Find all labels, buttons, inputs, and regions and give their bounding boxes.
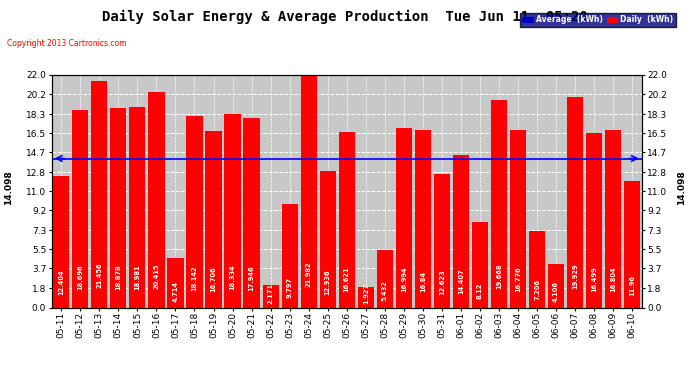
- Bar: [262, 285, 279, 308]
- Text: 16.499: 16.499: [591, 266, 597, 292]
- Text: 4.106: 4.106: [553, 282, 559, 303]
- Bar: [282, 204, 297, 308]
- Text: 16.706: 16.706: [210, 266, 217, 292]
- Bar: [491, 100, 507, 308]
- Bar: [434, 174, 450, 308]
- Bar: [91, 81, 108, 308]
- Bar: [224, 114, 241, 308]
- Bar: [357, 287, 374, 308]
- Text: 18.334: 18.334: [230, 265, 235, 290]
- Text: 4.714: 4.714: [172, 281, 179, 302]
- Bar: [339, 132, 355, 308]
- Bar: [244, 118, 259, 308]
- Bar: [529, 231, 545, 308]
- Bar: [377, 250, 393, 307]
- Text: 12.404: 12.404: [58, 270, 64, 296]
- Text: 19.929: 19.929: [572, 264, 578, 289]
- Text: 20.415: 20.415: [153, 263, 159, 289]
- Bar: [415, 129, 431, 308]
- Text: Daily Solar Energy & Average Production  Tue Jun 11  05:20: Daily Solar Energy & Average Production …: [102, 9, 588, 24]
- Text: 18.981: 18.981: [135, 264, 140, 290]
- Bar: [548, 264, 564, 308]
- Text: 16.621: 16.621: [344, 266, 350, 292]
- Text: 16.84: 16.84: [420, 271, 426, 292]
- Bar: [301, 75, 317, 308]
- Legend: Average  (kWh), Daily  (kWh): Average (kWh), Daily (kWh): [520, 13, 676, 27]
- Text: 18.696: 18.696: [77, 264, 83, 290]
- Text: 1.927: 1.927: [363, 283, 368, 304]
- Text: 14.098: 14.098: [3, 170, 13, 205]
- Text: 9.797: 9.797: [286, 277, 293, 298]
- Bar: [110, 108, 126, 308]
- Bar: [319, 171, 336, 308]
- Text: 12.936: 12.936: [325, 269, 331, 295]
- Bar: [624, 181, 640, 308]
- Text: 18.878: 18.878: [115, 264, 121, 290]
- Bar: [53, 176, 70, 308]
- Text: 8.12: 8.12: [477, 283, 483, 299]
- Text: 16.994: 16.994: [401, 266, 407, 291]
- Text: 16.804: 16.804: [610, 266, 616, 292]
- Bar: [586, 133, 602, 308]
- Text: 5.432: 5.432: [382, 280, 388, 302]
- Bar: [148, 92, 164, 308]
- Bar: [472, 222, 488, 308]
- Text: 21.982: 21.982: [306, 262, 312, 287]
- Text: 14.098: 14.098: [677, 170, 687, 205]
- Bar: [129, 107, 146, 307]
- Text: 19.668: 19.668: [496, 264, 502, 289]
- Bar: [72, 110, 88, 308]
- Text: 18.142: 18.142: [192, 265, 197, 291]
- Text: 14.407: 14.407: [458, 268, 464, 294]
- Text: 7.206: 7.206: [534, 279, 540, 300]
- Bar: [396, 128, 412, 308]
- Text: 16.776: 16.776: [515, 266, 521, 292]
- Bar: [186, 116, 203, 308]
- Bar: [206, 131, 221, 308]
- Text: 11.96: 11.96: [629, 275, 635, 296]
- Bar: [168, 258, 184, 307]
- Text: 21.456: 21.456: [97, 262, 102, 288]
- Text: Copyright 2013 Cartronics.com: Copyright 2013 Cartronics.com: [7, 39, 126, 48]
- Bar: [453, 155, 469, 308]
- Text: 17.946: 17.946: [248, 265, 255, 291]
- Bar: [605, 130, 621, 308]
- Text: 12.623: 12.623: [439, 270, 445, 295]
- Bar: [567, 97, 583, 308]
- Bar: [510, 130, 526, 308]
- Text: 2.171: 2.171: [268, 283, 274, 304]
